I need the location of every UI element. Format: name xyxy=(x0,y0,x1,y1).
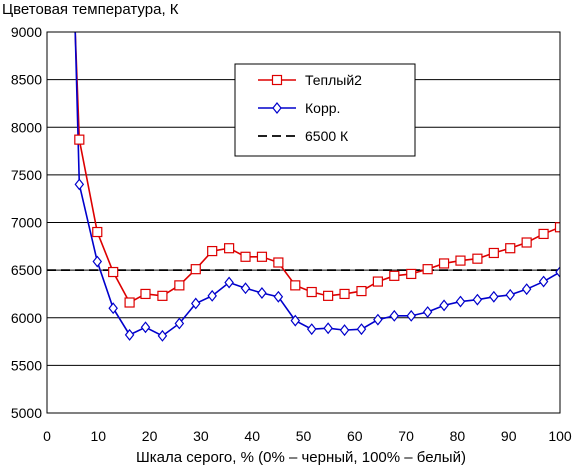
plot-frame xyxy=(46,31,561,414)
data-point xyxy=(472,293,483,306)
data-point xyxy=(538,275,549,288)
data-point xyxy=(157,329,168,342)
data-point xyxy=(74,178,85,191)
data-point xyxy=(92,226,103,238)
data-point xyxy=(406,268,417,280)
y-tick-label: 9000 xyxy=(11,24,42,40)
data-point xyxy=(224,276,234,289)
data-point xyxy=(505,288,516,301)
data-point xyxy=(240,251,251,262)
data-point xyxy=(439,299,449,312)
data-point xyxy=(538,228,549,240)
data-point xyxy=(256,251,268,262)
data-point xyxy=(521,283,532,296)
data-point xyxy=(290,280,301,291)
data-point xyxy=(389,270,400,281)
data-point xyxy=(306,286,317,298)
legend: Теплый2 Корр. 6500 К xyxy=(234,63,416,157)
y-tick-label: 6500 xyxy=(11,262,42,278)
x-tick-label: 100 xyxy=(548,428,572,444)
y-tick-label: 7000 xyxy=(11,215,42,231)
y-tick-label: 8000 xyxy=(11,119,42,135)
data-point xyxy=(124,328,135,341)
data-point xyxy=(422,306,433,318)
x-axis-title: Шкала серого, % (0% – черный, 100% – бел… xyxy=(136,449,466,466)
data-point xyxy=(521,237,532,248)
data-point xyxy=(74,134,85,145)
data-point xyxy=(554,222,560,233)
legend-label: Корр. xyxy=(305,100,340,116)
data-point xyxy=(472,253,483,264)
data-point xyxy=(323,322,333,335)
y-tick-label: 8500 xyxy=(11,72,42,88)
x-tick-label: 10 xyxy=(91,428,107,444)
data-point xyxy=(273,290,284,303)
legend-marker xyxy=(272,102,282,114)
series-layer xyxy=(47,32,560,342)
data-point xyxy=(108,266,119,278)
data-point xyxy=(174,317,185,330)
legend-marker xyxy=(271,74,283,86)
data-point xyxy=(157,290,168,301)
data-point xyxy=(92,255,103,268)
data-point xyxy=(108,302,118,315)
data-point xyxy=(323,290,334,301)
data-point xyxy=(191,297,201,310)
data-point xyxy=(257,287,267,299)
x-tick-label: 30 xyxy=(193,428,209,444)
data-point xyxy=(389,309,400,322)
y-tick-label: 5500 xyxy=(11,357,42,373)
y-tick-label: 7500 xyxy=(11,167,42,183)
x-tick-label: 50 xyxy=(296,428,312,444)
legend-label: 6500 К xyxy=(305,128,349,144)
data-point xyxy=(356,323,367,336)
data-point xyxy=(124,297,135,308)
tick-labels: 5000 5500 6000 6500 7000 7500 8000 8500 9000 0 10 2… xyxy=(11,24,572,444)
data-point xyxy=(488,247,499,259)
data-point xyxy=(240,282,251,295)
data-point xyxy=(373,313,383,326)
data-point xyxy=(455,295,466,308)
data-point xyxy=(438,258,450,269)
x-tick-label: 70 xyxy=(398,428,414,444)
data-point xyxy=(140,288,151,300)
data-point xyxy=(273,257,284,268)
data-point xyxy=(406,309,416,322)
data-point xyxy=(505,243,516,254)
x-tick-label: 40 xyxy=(244,428,260,444)
x-tick-label: 90 xyxy=(501,428,517,444)
legend-label: Теплый2 xyxy=(305,72,362,88)
y-tick-label: 5000 xyxy=(11,405,42,421)
x-tick-label: 80 xyxy=(450,428,466,444)
data-point xyxy=(422,264,433,275)
data-point xyxy=(555,266,560,278)
data-point xyxy=(455,255,466,266)
data-point xyxy=(306,323,317,336)
x-tick-label: 20 xyxy=(142,428,158,444)
x-tick-label: 60 xyxy=(347,428,363,444)
data-point xyxy=(207,289,217,302)
data-point xyxy=(372,276,383,287)
data-point xyxy=(224,243,235,254)
y-tick-label: 6000 xyxy=(11,310,42,326)
data-point xyxy=(339,288,350,300)
data-point xyxy=(489,290,499,303)
data-point xyxy=(290,314,301,327)
y-axis-title: Цветовая температура, К xyxy=(2,1,179,18)
data-point xyxy=(339,324,350,337)
x-tick-label: 0 xyxy=(43,428,51,444)
data-point xyxy=(190,264,201,275)
data-point xyxy=(174,280,185,291)
data-point xyxy=(140,321,151,334)
data-point xyxy=(207,245,218,257)
data-point xyxy=(356,285,367,297)
